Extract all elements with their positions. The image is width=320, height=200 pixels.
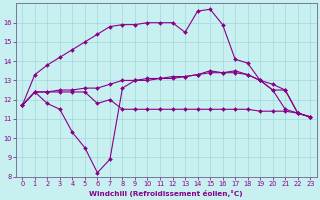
X-axis label: Windchill (Refroidissement éolien,°C): Windchill (Refroidissement éolien,°C) — [90, 190, 243, 197]
